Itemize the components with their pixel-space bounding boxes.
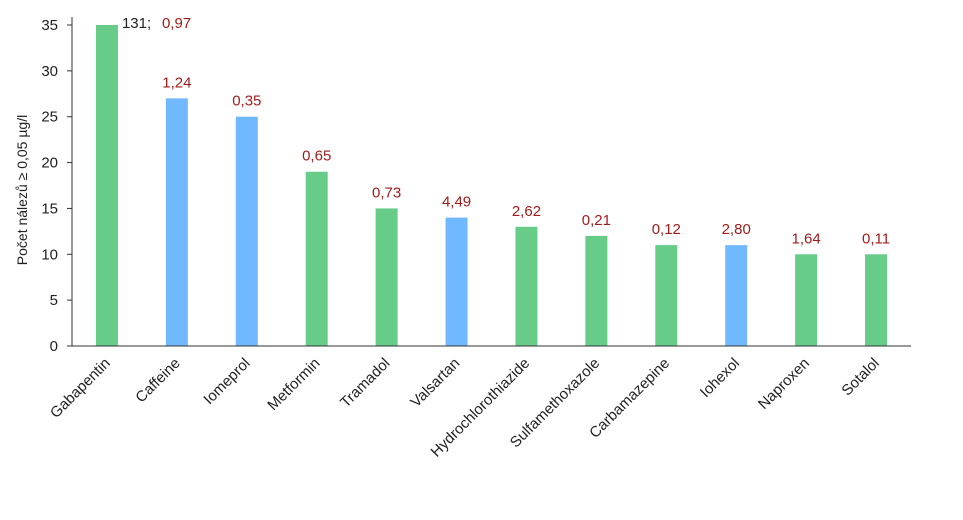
y-tick-label: 30 [41, 63, 58, 80]
category-label: Iohexol [697, 355, 743, 401]
bar-carbamazepine [655, 245, 678, 346]
data-label: 2,80 [722, 221, 751, 238]
y-tick-label: 25 [41, 109, 58, 126]
y-tick-label: 10 [41, 246, 58, 263]
data-label: 0,12 [652, 221, 681, 238]
bar-valsartan [445, 217, 468, 346]
category-label: Metformin [264, 355, 323, 414]
y-tick-label: 20 [41, 155, 58, 172]
bar-hydrochlorothiazide [515, 226, 538, 346]
data-label: 2,62 [512, 203, 541, 220]
data-label: 0,97 [162, 15, 191, 32]
data-label: 0,21 [582, 212, 611, 229]
y-tick-label: 0 [50, 338, 58, 355]
bar-gabapentin [95, 25, 118, 346]
bar-sulfamethoxazole [585, 235, 608, 346]
bar-iomeprol [235, 116, 258, 346]
category-label: Naproxen [755, 355, 813, 413]
x-axis-categories: Gabapentin Caffeine Iomeprol Metformin Trama… [47, 355, 883, 461]
category-label: Iomeprol [200, 355, 253, 408]
data-label: 0,35 [232, 93, 261, 110]
data-label: 4,49 [442, 194, 471, 211]
bar-naproxen [795, 254, 818, 346]
data-label: 0,65 [302, 148, 331, 165]
category-label: Gabapentin [47, 355, 114, 422]
data-label: 0,11 [862, 230, 890, 247]
bar-iohexol [725, 245, 748, 346]
bar-sotalol [865, 254, 888, 346]
data-label: 0,73 [372, 184, 401, 201]
data-label: 1,24 [162, 74, 191, 91]
category-label: Sotalol [838, 355, 882, 399]
bar-metformin [305, 171, 328, 346]
category-label: Caffeine [132, 355, 183, 406]
bar-caffeine [165, 98, 188, 346]
y-tick-label: 15 [41, 200, 58, 217]
data-label: 1,64 [792, 230, 821, 247]
count-label: 131; [122, 15, 151, 32]
y-tick-label: 5 [50, 292, 58, 309]
bars [95, 25, 888, 346]
category-label: Tramadol [337, 355, 393, 411]
y-axis-label: Počet nálezů ≥ 0,05 µg/l [14, 115, 30, 265]
y-tick-label: 35 [41, 17, 58, 34]
y-axis-ticks: 0 5 10 15 20 25 30 35 [41, 17, 72, 355]
category-label: Valsartan [407, 355, 463, 411]
bar-tramadol [375, 208, 398, 346]
data-labels: 131; 0,97 1,24 0,35 0,65 0,73 4,49 2,62 0,21 0,12… [122, 15, 890, 247]
